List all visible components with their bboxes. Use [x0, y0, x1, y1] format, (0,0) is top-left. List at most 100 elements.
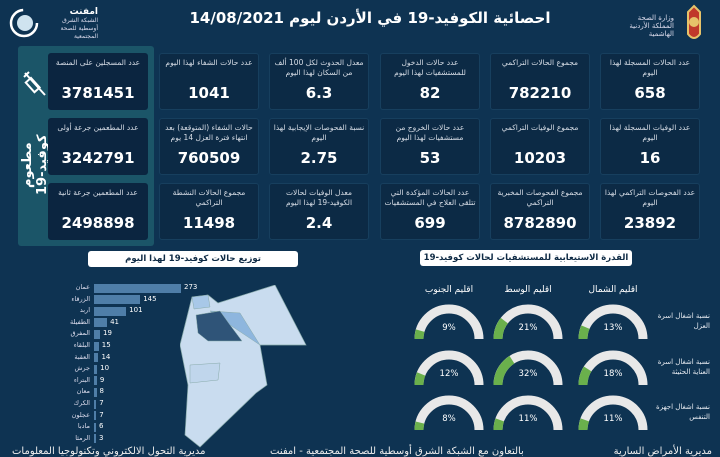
- bar-label: اربد: [79, 306, 90, 315]
- stat-card: معدل الوفيات لحالات الكوفيد-19 لهذا اليو…: [269, 183, 369, 240]
- bar-value: 41: [110, 317, 119, 326]
- stat-label: مجموع الفحوصات المخبرية التراكمي: [497, 188, 583, 207]
- bar: [94, 364, 98, 374]
- bar-value: 8: [99, 387, 105, 396]
- bar-label: المفرق: [70, 329, 90, 338]
- stat-value: 2498898: [61, 214, 135, 232]
- gauge-value: 9%: [442, 323, 456, 333]
- bar-label: العقبة: [74, 352, 90, 361]
- capacity-title: القدرة الاستيعابية للمستشفيات لحالات كوف…: [420, 250, 632, 266]
- stat-label: عدد الحالات المسجلة لهذا اليوم: [609, 58, 691, 77]
- bar: [94, 329, 101, 339]
- gauge-value: 18%: [603, 369, 623, 379]
- stat-value: 699: [414, 214, 446, 232]
- gauge-value: 21%: [518, 323, 538, 333]
- emphnet-subtitle: الشبكة الشرق أوسطية للصحة المجتمعية: [60, 17, 98, 40]
- stat-label: عدد المطعمين جرعة ثانية: [58, 188, 138, 197]
- gauge-value: 12%: [439, 369, 459, 379]
- bar-label: عجلون: [71, 410, 90, 419]
- bar-label: الطفيلة: [69, 317, 90, 326]
- stat-value: 16: [639, 149, 661, 167]
- vaccine-card: عدد المطعمين جرعة أولى 3242791: [48, 118, 148, 175]
- gauge-track: [414, 395, 484, 431]
- title-text: احصائية الكوفيد-19 في الأردن ليوم: [289, 9, 551, 27]
- syringe-icon: [23, 71, 46, 96]
- bar: [94, 353, 99, 363]
- footer-collaboration: بالتعاون مع الشبكة الشرق أوسطية للصحة ال…: [270, 446, 524, 457]
- occupancy-gauge: 12%: [413, 347, 485, 387]
- gauge-track: [578, 304, 648, 340]
- bar: [94, 341, 99, 351]
- vaccine-card: عدد المطعمين جرعة ثانية 2498898: [48, 183, 148, 240]
- stat-card: عدد الفحوصات التراكمي لهذا اليوم 23892: [600, 183, 700, 240]
- jordan-map: [180, 285, 307, 448]
- emphnet-name: امفنت: [69, 7, 98, 17]
- stat-label: حالات الشفاء (المتوقعة) بعد انتهاء فترة …: [165, 123, 253, 142]
- bar-value: 15: [101, 341, 111, 349]
- region-header: اقليم الوسط: [504, 285, 552, 295]
- moh-kingdom: المملكة الأردنية الهاشمية: [629, 22, 674, 38]
- gauge-track: [414, 350, 484, 386]
- stat-label: عدد الحالات المؤكدة التي تتلقى العلاج في…: [384, 188, 476, 207]
- stat-value: 11498: [182, 214, 236, 232]
- gauge-value: 11%: [518, 414, 538, 424]
- vaccine-title: مطعوم كوفيد-19: [20, 134, 50, 196]
- bar: [94, 387, 97, 397]
- occupancy-gauge: 8%: [413, 392, 485, 432]
- gauge-value: 8%: [442, 414, 456, 424]
- stat-card: مجموع الحالات التراكمي 782210: [490, 53, 590, 110]
- bar: [94, 434, 96, 444]
- gauge-track: [493, 395, 563, 431]
- bar-label: البتراء: [73, 375, 90, 384]
- bar-value: 14: [101, 352, 111, 361]
- capacity-row-label: نسبة اشغال اسرة العناية الحثيثة: [657, 358, 710, 376]
- stat-value: 53: [419, 149, 441, 167]
- stat-value: 760509: [177, 149, 241, 167]
- stat-card: مجموع الوفيات التراكمي 10203: [490, 118, 590, 175]
- occupancy-gauge: 11%: [577, 392, 649, 432]
- footer-it-directorate: مديرية التحول الالكتروني وتكنولوجيا المع…: [12, 446, 206, 457]
- bar-value: 273: [184, 283, 198, 291]
- region-header: اقليم الجنوب: [424, 285, 474, 295]
- bar-label: البلقاء: [73, 341, 90, 349]
- stat-value: 10203: [513, 149, 567, 167]
- bar-label: الزرقاء: [71, 294, 90, 303]
- stat-value: 23892: [623, 214, 677, 232]
- gauge-track: [578, 395, 648, 431]
- stat-card: حالات الشفاء (المتوقعة) بعد انتهاء فترة …: [159, 118, 259, 175]
- gauge-fill: [493, 304, 563, 340]
- stat-card: مجموع الحالات النشطة التراكمي 11498: [159, 183, 259, 240]
- bar-value: 6: [99, 422, 104, 431]
- bar-value: 19: [103, 329, 112, 338]
- occupancy-gauge: 11%: [492, 392, 564, 432]
- moh-logo: وزارة الصحة المملكة الأردنية الهاشمية: [602, 4, 712, 44]
- gauge-value: 32%: [518, 369, 538, 379]
- bar-label: عمان: [75, 283, 90, 291]
- report-date: 14/08/2021: [189, 9, 284, 27]
- page-title: احصائية الكوفيد-19 في الأردن ليوم 14/08/…: [180, 9, 560, 27]
- footer-communicable-diseases: مديرية الأمراض السارية: [613, 446, 712, 457]
- bar-value: 3: [99, 433, 104, 442]
- stat-value: 3781451: [61, 84, 135, 102]
- stat-label: عدد حالات الشفاء لهذا اليوم: [165, 58, 253, 67]
- jordan-emblem-icon: [687, 4, 701, 39]
- bar-label: الكرك: [73, 399, 90, 407]
- stat-label: عدد الفحوصات التراكمي لهذا اليوم: [604, 188, 696, 207]
- occupancy-gauge: 21%: [492, 301, 564, 341]
- bar: [94, 411, 97, 421]
- bar: [94, 399, 97, 409]
- stat-label: عدد حالات الخروج من مستشفيات لهذا اليوم: [395, 123, 465, 142]
- stat-label: نسبة الفحوصات الإيجابية لهذا اليوم: [273, 123, 365, 142]
- stat-card: عدد حالات الخروج من مستشفيات لهذا اليوم 5…: [380, 118, 480, 175]
- occupancy-gauge: 13%: [577, 301, 649, 341]
- stat-value: 782210: [508, 84, 572, 102]
- stat-value: 6.3: [305, 84, 333, 102]
- gauge-fill: [578, 350, 648, 386]
- occupancy-gauge: 9%: [413, 301, 485, 341]
- emphnet-logo: امفنت الشبكة الشرق أوسطية للصحة المجتمعي…: [8, 5, 98, 41]
- stat-card: عدد حالات الدخول للمستشفيات لهذا اليوم 82: [380, 53, 480, 110]
- bar-label: مادبا: [77, 422, 90, 431]
- moh-name: وزارة الصحة: [637, 14, 674, 22]
- stat-card: معدل الحدوث لكل 100 ألف من السكان لهذا ا…: [269, 53, 369, 110]
- stat-card: عدد الحالات المؤكدة التي تتلقى العلاج في…: [380, 183, 480, 240]
